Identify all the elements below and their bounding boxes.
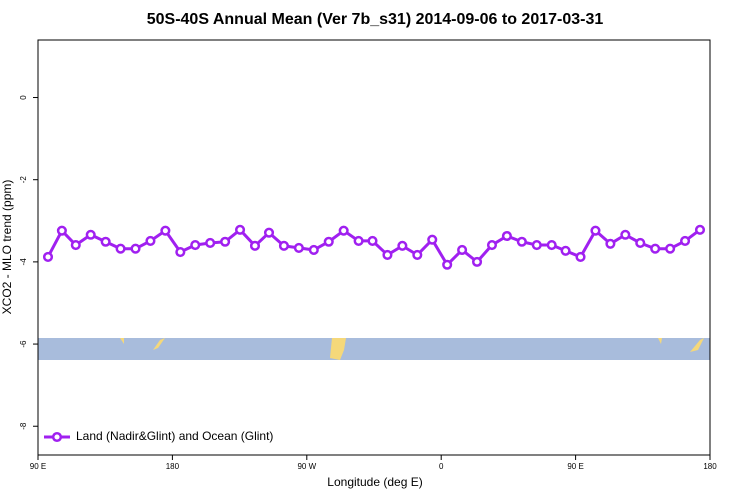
point [115, 243, 126, 254]
point [560, 245, 571, 256]
point [694, 224, 706, 235]
point [665, 243, 676, 254]
plot-frame [37, 39, 711, 456]
point [293, 242, 304, 253]
point [650, 243, 661, 254]
y-tick-label: 0 [19, 95, 28, 100]
chart-title: 50S-40S Annual Mean (Ver 7b_s31) 2014-09… [147, 11, 604, 28]
y-tick-label: -2 [19, 176, 28, 184]
point [263, 227, 275, 238]
point [130, 243, 141, 254]
x-axis-label: Longitude (deg E) [327, 475, 422, 489]
point [323, 236, 334, 247]
point [42, 251, 54, 263]
point [590, 225, 601, 236]
point [575, 251, 586, 263]
x-tick-label: 180 [703, 462, 717, 471]
point [412, 249, 423, 260]
x-tick-label: 90 E [30, 462, 46, 471]
point [486, 239, 498, 251]
point [249, 240, 261, 251]
x-tick-label: 90 W [297, 462, 316, 471]
point [382, 249, 393, 260]
point [620, 229, 631, 240]
point [70, 239, 81, 251]
y-axis-label: XCO2 - MLO trend (ppm) [0, 180, 14, 315]
point [546, 239, 557, 251]
series-line [46, 228, 701, 267]
point [278, 240, 290, 251]
point [501, 230, 512, 242]
legend-label: Land (Nadir&Glint) and Ocean (Glint) [76, 429, 273, 443]
point [56, 225, 67, 236]
point [442, 259, 453, 270]
point [516, 236, 527, 247]
land-ocean-strip [38, 338, 710, 360]
point [308, 244, 319, 256]
point [160, 225, 171, 236]
y-tick-label: -4 [19, 258, 28, 266]
point [220, 236, 231, 247]
point [531, 239, 542, 251]
x-tick-label: 0 [439, 462, 444, 471]
point [605, 238, 616, 249]
point [234, 224, 246, 235]
point [353, 235, 364, 246]
point [175, 246, 186, 258]
point [367, 235, 378, 246]
x-tick-label: 90 E [567, 462, 583, 471]
point [338, 225, 349, 236]
x-tick-label: 180 [166, 462, 180, 471]
point [471, 256, 483, 267]
y-tick-label: -6 [19, 340, 28, 348]
point [205, 237, 216, 249]
point [190, 239, 201, 251]
point [457, 244, 468, 256]
y-tick-label: -8 [19, 422, 28, 430]
point [635, 237, 646, 249]
legend-marker [51, 431, 63, 443]
point [145, 235, 156, 246]
point [680, 235, 691, 246]
point [427, 234, 438, 245]
point [85, 229, 96, 240]
point [100, 236, 111, 247]
point [397, 240, 408, 251]
